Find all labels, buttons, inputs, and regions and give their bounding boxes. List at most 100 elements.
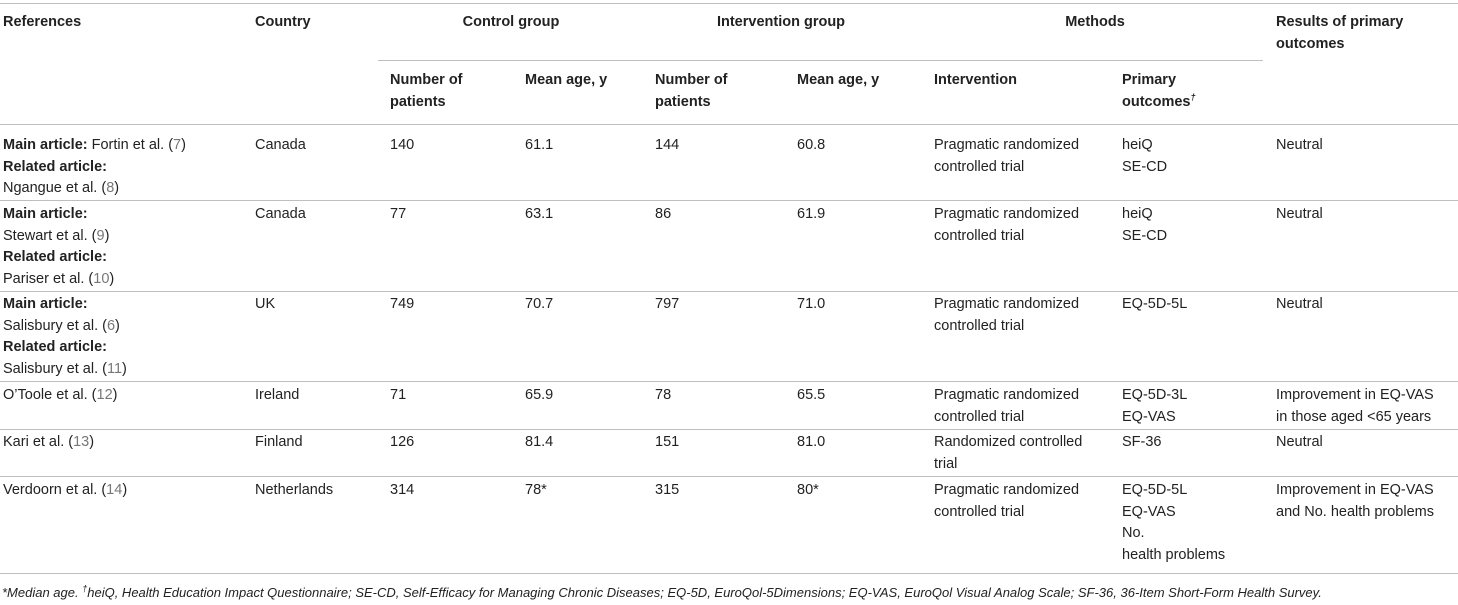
citation-link[interactable]: 12 xyxy=(96,387,113,403)
citation-link[interactable]: 7 xyxy=(173,137,182,153)
header-control-age: Mean age, y xyxy=(525,72,608,88)
header-results-line: Results of primary xyxy=(1276,14,1404,30)
intervention-n-cell: 315 xyxy=(655,482,680,498)
country-cell: Ireland xyxy=(255,387,300,403)
header-control-number: Number of patients xyxy=(390,69,463,113)
cell-line: SE-CD xyxy=(1122,227,1168,244)
header-intervention-number: Number of patients xyxy=(655,69,728,113)
intervention-age-cell: 81.0 xyxy=(797,434,826,450)
intervention-n-cell: 78 xyxy=(655,387,672,403)
cell-line: controlled trial xyxy=(934,408,1025,425)
related-article-label: Related article: xyxy=(3,339,107,355)
table-row-5-reference: Kari et al. (13) xyxy=(3,432,94,454)
citation-link[interactable]: 6 xyxy=(106,317,116,334)
control-age-cell: 63.1 xyxy=(525,206,554,222)
cell-line: EQ-5D-3L xyxy=(1122,387,1188,403)
cell-line: heiQ xyxy=(1122,137,1153,153)
table-row-6-reference: Verdoorn et al. (14) xyxy=(3,480,127,502)
reference-text: Fortin et al. ( xyxy=(91,137,174,153)
cell-line: EQ-VAS xyxy=(1122,503,1176,520)
reference-text: ) xyxy=(122,360,127,377)
reference-text: Salisbury et al. ( xyxy=(3,360,107,377)
cell-line: Pragmatic randomized xyxy=(934,482,1080,498)
result-cell: Improvement in EQ-VAS and No. health pro… xyxy=(1276,480,1434,523)
intervention-age-cell: 71.0 xyxy=(797,296,826,312)
cell-line: SE-CD xyxy=(1122,158,1168,175)
header-results: Results of primary outcomes xyxy=(1276,11,1403,55)
citation-link[interactable]: 13 xyxy=(73,434,90,450)
related-article-label: Related article: xyxy=(3,158,107,175)
reference-text: Kari et al. ( xyxy=(3,434,74,450)
control-age-cell: 65.9 xyxy=(525,387,554,403)
row-divider xyxy=(0,429,1458,430)
table-row-3-reference: Main article: Salisbury et al. (6) Relat… xyxy=(3,294,127,380)
cell-line: Pragmatic randomized xyxy=(934,206,1080,222)
citation-link[interactable]: 9 xyxy=(96,227,105,244)
country-cell: Canada xyxy=(255,206,306,222)
cell-line: controlled trial xyxy=(934,227,1025,244)
header-line: patients xyxy=(655,94,711,110)
method-cell: Pragmatic randomized controlled trial xyxy=(934,294,1079,337)
country-cell: Canada xyxy=(255,137,306,153)
related-article-label: Related article: xyxy=(3,249,107,265)
citation-link[interactable]: 14 xyxy=(106,482,123,498)
outcomes-cell: EQ-5D-5L xyxy=(1122,296,1188,312)
cell-line: health problems xyxy=(1122,546,1226,563)
outcomes-cell: EQ-5D-5L EQ-VAS No. health problems xyxy=(1122,480,1225,566)
header-control-group: Control group xyxy=(462,14,560,30)
header-line: Number of xyxy=(655,72,728,88)
footnote-text: heiQ, Health Education Impact Questionna… xyxy=(87,585,1322,600)
country-cell: UK xyxy=(255,296,276,312)
cell-line: Pragmatic randomized xyxy=(934,387,1080,403)
control-age-cell: 81.4 xyxy=(525,434,554,450)
cell-line: controlled trial xyxy=(934,158,1025,175)
reference-text: ) xyxy=(109,270,115,287)
dagger-mark: † xyxy=(82,583,88,594)
reference-text: ) xyxy=(114,180,120,196)
group-rule xyxy=(378,60,1263,61)
reference-text: ) xyxy=(112,387,118,403)
reference-text: ) xyxy=(115,317,120,334)
control-age-cell: 78* xyxy=(525,482,547,498)
cell-line: EQ-VAS xyxy=(1122,408,1176,425)
control-age-cell: 70.7 xyxy=(525,296,554,312)
control-age-cell: 61.1 xyxy=(525,137,554,153)
intervention-n-cell: 86 xyxy=(655,206,672,222)
citation-link[interactable]: 10 xyxy=(93,270,110,287)
outcomes-cell: EQ-5D-3L EQ-VAS xyxy=(1122,385,1187,428)
header-results-line: outcomes xyxy=(1276,36,1345,52)
row-divider xyxy=(0,381,1458,382)
reference-text: Salisbury et al. ( xyxy=(3,317,107,334)
intervention-n-cell: 151 xyxy=(655,434,680,450)
result-cell: Neutral xyxy=(1276,434,1323,450)
cell-line: controlled trial xyxy=(934,503,1025,520)
outcomes-cell: heiQ SE-CD xyxy=(1122,135,1167,178)
reference-text: Ngangue et al. ( xyxy=(3,180,107,196)
cell-line: Pragmatic randomized xyxy=(934,137,1080,153)
citation-link[interactable]: 11 xyxy=(106,360,123,377)
reference-text: ) xyxy=(89,434,95,450)
header-intervention-method: Intervention xyxy=(934,72,1017,88)
header-methods: Methods xyxy=(1065,14,1125,30)
header-line: outcomes† xyxy=(1122,91,1196,113)
result-cell: Neutral xyxy=(1276,296,1323,312)
citation-link[interactable]: 8 xyxy=(106,180,115,196)
table-row-4-reference: O’Toole et al. (12) xyxy=(3,385,117,407)
result-cell: Improvement in EQ-VAS in those aged <65 … xyxy=(1276,385,1434,428)
header-line: patients xyxy=(390,94,446,110)
reference-text: ) xyxy=(122,482,128,498)
reference-text: O’Toole et al. ( xyxy=(3,387,97,403)
header-line: Primary xyxy=(1122,72,1177,88)
cell-line: in those aged <65 years xyxy=(1276,408,1432,425)
intervention-age-cell: 65.5 xyxy=(797,387,826,403)
method-cell: Pragmatic randomized controlled trial xyxy=(934,135,1079,178)
country-cell: Finland xyxy=(255,434,303,450)
row-divider xyxy=(0,291,1458,292)
outcomes-cell: SF-36 xyxy=(1122,434,1162,450)
cell-line: EQ-5D-5L xyxy=(1122,482,1188,498)
main-article-label: Main article: xyxy=(3,206,88,222)
header-country: Country xyxy=(255,14,311,30)
cell-line: Improvement in EQ-VAS xyxy=(1276,482,1434,498)
method-cell: Pragmatic randomized controlled trial xyxy=(934,385,1079,428)
